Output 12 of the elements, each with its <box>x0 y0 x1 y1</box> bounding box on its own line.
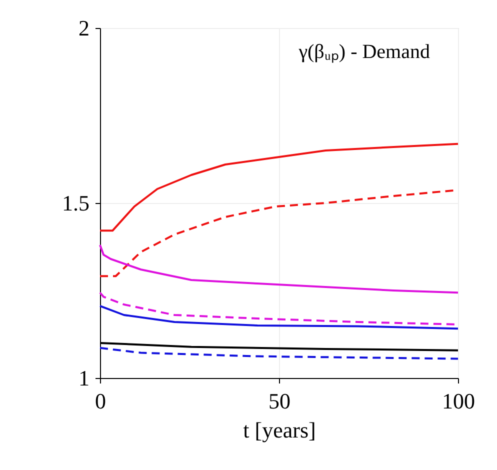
x-axis-title: t [years] <box>243 418 316 442</box>
annotation: γ(βᵤₚ) - Demand <box>298 41 430 63</box>
y-tick-label: 1.5 <box>62 190 90 216</box>
y-tick-label: 2 <box>78 16 90 40</box>
x-tick-label: 0 <box>95 388 106 414</box>
x-tick-label: 100 <box>442 388 475 414</box>
x-tick-label: 50 <box>268 388 290 414</box>
line-series <box>99 346 459 360</box>
line-series <box>99 244 459 294</box>
line-series <box>99 304 459 330</box>
y-tick-label: 1 <box>78 366 90 390</box>
line-series <box>99 142 459 232</box>
